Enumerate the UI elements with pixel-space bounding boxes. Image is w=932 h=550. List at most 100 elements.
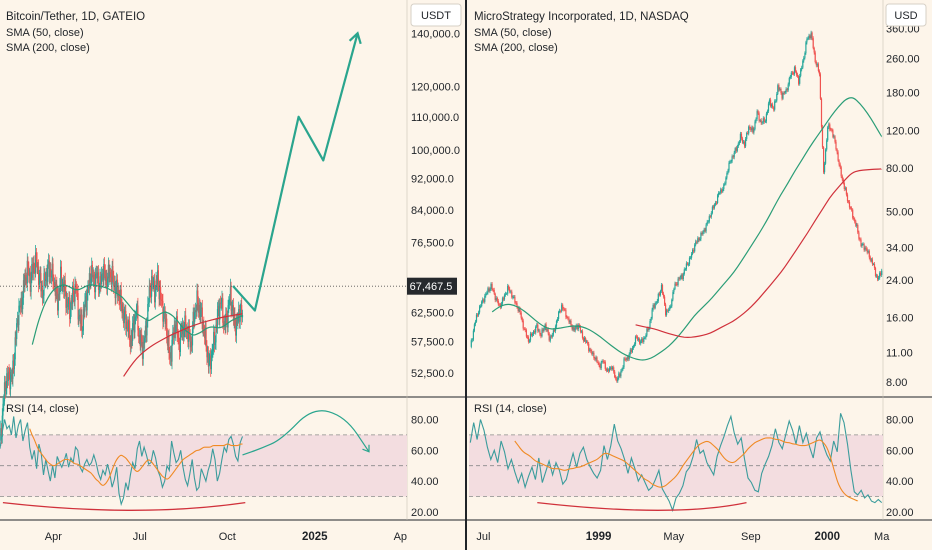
candle[interactable] bbox=[763, 118, 765, 122]
candle[interactable] bbox=[874, 267, 877, 276]
candle[interactable] bbox=[572, 327, 574, 330]
candle[interactable] bbox=[667, 310, 669, 312]
candle[interactable] bbox=[514, 296, 516, 303]
candle[interactable] bbox=[166, 318, 168, 336]
candle[interactable] bbox=[682, 273, 684, 279]
candle[interactable] bbox=[640, 341, 642, 344]
candle[interactable] bbox=[845, 188, 847, 195]
candle[interactable] bbox=[566, 317, 568, 318]
candle[interactable] bbox=[214, 342, 216, 345]
candle[interactable] bbox=[189, 335, 191, 348]
candle[interactable] bbox=[6, 373, 8, 388]
candle[interactable] bbox=[224, 321, 226, 328]
candle[interactable] bbox=[491, 283, 493, 290]
candle[interactable] bbox=[49, 268, 51, 277]
candle[interactable] bbox=[138, 335, 140, 337]
candle[interactable] bbox=[870, 259, 872, 261]
candle[interactable] bbox=[820, 98, 823, 127]
candle[interactable] bbox=[201, 307, 203, 310]
candle[interactable] bbox=[107, 278, 109, 289]
candle[interactable] bbox=[718, 193, 720, 196]
candle[interactable] bbox=[119, 297, 121, 305]
candle[interactable] bbox=[169, 353, 171, 359]
candle[interactable] bbox=[540, 334, 542, 337]
candle[interactable] bbox=[164, 310, 166, 324]
candle[interactable] bbox=[77, 293, 79, 320]
candle[interactable] bbox=[10, 374, 12, 390]
candle[interactable] bbox=[841, 176, 843, 180]
candle[interactable] bbox=[651, 309, 653, 319]
candle[interactable] bbox=[48, 260, 50, 277]
candle[interactable] bbox=[797, 74, 799, 77]
candle[interactable] bbox=[69, 297, 71, 320]
candle[interactable] bbox=[0, 428, 3, 437]
time-tick-label[interactable]: Ap bbox=[394, 531, 407, 543]
candle[interactable] bbox=[525, 330, 527, 337]
candle[interactable] bbox=[3, 401, 5, 404]
candle[interactable] bbox=[535, 326, 537, 333]
candle[interactable] bbox=[538, 330, 540, 332]
candle[interactable] bbox=[722, 188, 724, 192]
candle[interactable] bbox=[869, 257, 871, 261]
candle[interactable] bbox=[529, 333, 532, 341]
candle[interactable] bbox=[69, 309, 72, 320]
candle[interactable] bbox=[489, 289, 491, 292]
candle[interactable] bbox=[144, 337, 146, 344]
candle[interactable] bbox=[13, 360, 15, 369]
candle[interactable] bbox=[82, 330, 84, 332]
mstr-indicator-sma50[interactable]: SMA (50, close) bbox=[474, 27, 552, 39]
candle[interactable] bbox=[655, 302, 657, 304]
candle[interactable] bbox=[714, 202, 717, 205]
candle[interactable] bbox=[598, 362, 600, 366]
candle[interactable] bbox=[590, 349, 592, 352]
candle[interactable] bbox=[230, 286, 232, 311]
candle[interactable] bbox=[57, 291, 59, 311]
candle[interactable] bbox=[155, 279, 157, 290]
candle[interactable] bbox=[86, 292, 88, 311]
mstr-candles[interactable] bbox=[470, 30, 883, 383]
candle[interactable] bbox=[478, 312, 480, 316]
candle[interactable] bbox=[767, 103, 770, 112]
candle[interactable] bbox=[78, 316, 80, 320]
candle[interactable] bbox=[201, 307, 203, 330]
candle[interactable] bbox=[576, 325, 578, 330]
btc-rsi-label[interactable]: RSI (14, close) bbox=[6, 403, 79, 415]
candle[interactable] bbox=[175, 326, 177, 334]
candle[interactable] bbox=[211, 351, 213, 354]
time-tick-label[interactable]: 1999 bbox=[586, 531, 612, 543]
candle[interactable] bbox=[742, 141, 745, 143]
candle[interactable] bbox=[110, 276, 112, 285]
candle[interactable] bbox=[73, 294, 75, 302]
candle[interactable] bbox=[611, 367, 613, 369]
candle[interactable] bbox=[226, 313, 228, 318]
candle[interactable] bbox=[661, 285, 664, 294]
candle[interactable] bbox=[830, 129, 832, 131]
candle[interactable] bbox=[133, 320, 135, 333]
candle[interactable] bbox=[490, 283, 492, 290]
candle[interactable] bbox=[762, 118, 764, 123]
candle[interactable] bbox=[746, 133, 748, 139]
candle[interactable] bbox=[472, 330, 474, 340]
candle[interactable] bbox=[108, 264, 110, 278]
candle[interactable] bbox=[232, 305, 234, 322]
candle[interactable] bbox=[509, 288, 511, 292]
candle[interactable] bbox=[794, 67, 797, 72]
candle[interactable] bbox=[593, 352, 595, 359]
candle[interactable] bbox=[5, 388, 7, 392]
candle[interactable] bbox=[57, 293, 59, 311]
time-tick-label[interactable]: 2025 bbox=[302, 531, 328, 543]
candle[interactable] bbox=[851, 208, 853, 210]
candle[interactable] bbox=[877, 275, 879, 280]
candle[interactable] bbox=[154, 289, 156, 303]
candle[interactable] bbox=[55, 284, 57, 296]
candle[interactable] bbox=[835, 141, 837, 150]
candle[interactable] bbox=[195, 310, 197, 312]
candle[interactable] bbox=[612, 367, 614, 369]
candle[interactable] bbox=[771, 104, 773, 107]
candle[interactable] bbox=[619, 373, 621, 377]
candle[interactable] bbox=[828, 124, 830, 128]
candle[interactable] bbox=[233, 313, 235, 321]
candle[interactable] bbox=[63, 280, 65, 292]
candle[interactable] bbox=[64, 280, 66, 292]
candle[interactable] bbox=[159, 286, 161, 300]
